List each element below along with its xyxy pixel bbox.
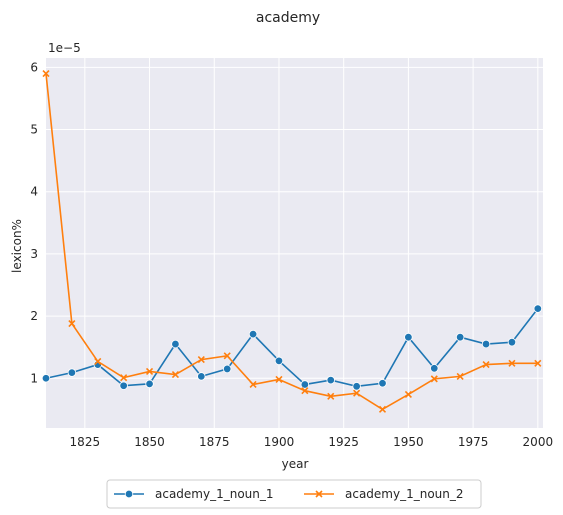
data-point xyxy=(197,372,206,381)
legend-box xyxy=(106,479,482,509)
legend-marker-series-1 xyxy=(124,489,134,499)
series-2-line xyxy=(45,73,538,411)
data-point xyxy=(274,356,284,366)
data-point xyxy=(352,382,361,391)
data-point xyxy=(455,333,465,342)
data-point xyxy=(430,375,438,383)
x-tick-label: 1825 xyxy=(70,435,101,449)
data-point xyxy=(42,69,50,78)
data-point xyxy=(120,374,128,382)
data-point xyxy=(145,379,154,389)
data-point xyxy=(507,337,517,347)
data-point xyxy=(119,381,128,390)
y-tick-label: 1 xyxy=(30,371,38,385)
data-point xyxy=(482,361,490,369)
x-tick-label: 1975 xyxy=(458,435,489,449)
series-2 xyxy=(42,69,542,413)
data-point xyxy=(508,359,516,367)
data-point xyxy=(378,379,387,388)
data-point xyxy=(534,359,542,367)
data-point xyxy=(67,368,77,377)
y-tick-label: 4 xyxy=(30,185,38,199)
data-point xyxy=(249,380,257,389)
data-point xyxy=(326,375,335,385)
data-point xyxy=(145,367,154,375)
y-tick-label: 3 xyxy=(30,247,38,261)
x-tick-label: 2000 xyxy=(523,435,554,449)
y-axis-multiplier: 1e−5 xyxy=(48,41,81,55)
gridlines xyxy=(46,58,543,428)
data-point xyxy=(353,389,361,397)
data-point xyxy=(41,374,51,383)
data-point xyxy=(327,392,335,400)
plot-area xyxy=(46,58,543,428)
data-point xyxy=(248,329,258,339)
series-layer xyxy=(41,69,543,413)
legend-label-series-2: academy_1_noun_2 xyxy=(345,487,464,501)
chart-title: academy xyxy=(256,10,320,26)
data-point xyxy=(68,319,76,328)
data-point xyxy=(456,372,464,380)
x-tick-label: 1950 xyxy=(393,435,424,449)
data-point xyxy=(275,375,283,384)
x-tick-label: 1875 xyxy=(199,435,230,449)
x-axis-ticks: 1825 1850 1875 1900 1925 1950 1975 2000 xyxy=(70,435,554,449)
data-point xyxy=(430,364,439,373)
legend-label-series-1: academy_1_noun_1 xyxy=(155,487,274,501)
y-tick-label: 6 xyxy=(30,60,38,74)
x-tick-label: 1900 xyxy=(264,435,295,449)
x-axis-label: year xyxy=(282,457,309,471)
data-point xyxy=(223,352,231,360)
data-point xyxy=(404,333,413,342)
x-tick-label: 1850 xyxy=(134,435,165,449)
x-tick-label: 1925 xyxy=(328,435,359,449)
data-point xyxy=(301,387,309,395)
data-point xyxy=(481,339,491,349)
data-point xyxy=(533,304,543,313)
data-point xyxy=(404,390,412,398)
y-axis-ticks: 1 2 3 4 5 6 xyxy=(30,60,38,385)
legend-marker-series-2 xyxy=(315,490,323,498)
y-axis-label: lexicon% xyxy=(10,219,24,273)
y-tick-label: 5 xyxy=(30,123,38,137)
data-point xyxy=(94,357,102,366)
series-1-line xyxy=(45,308,539,388)
data-point xyxy=(300,380,310,389)
data-point xyxy=(222,364,232,374)
data-point xyxy=(171,370,179,379)
legend: academy_1_noun_1 academy_1_noun_2 xyxy=(106,479,482,509)
data-point xyxy=(171,339,180,349)
data-point xyxy=(197,356,205,364)
data-point xyxy=(378,405,387,413)
y-tick-label: 2 xyxy=(30,309,38,323)
